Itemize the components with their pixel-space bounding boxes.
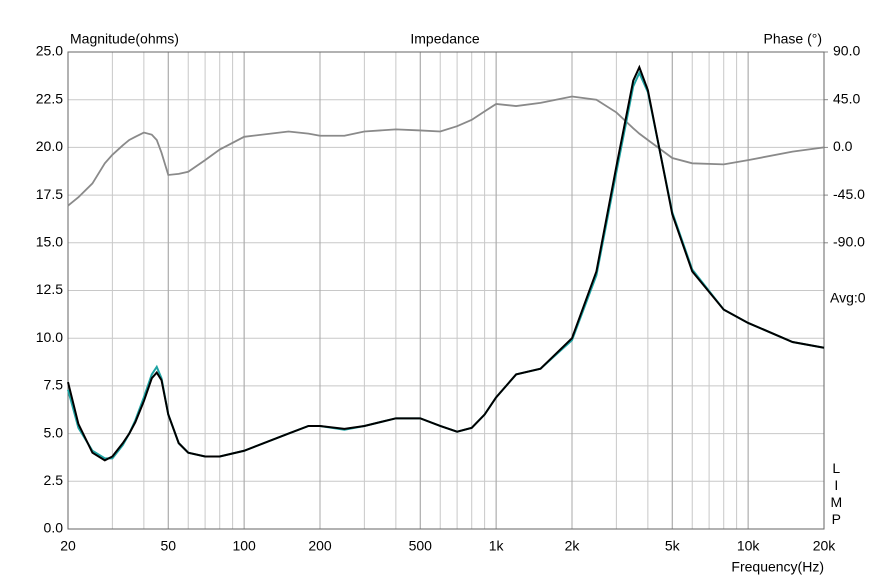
series-line [67, 95, 825, 207]
series-line [67, 70, 825, 460]
y-tick-label: 15.0 [36, 234, 63, 250]
annotation: Avg:0 [830, 290, 866, 306]
y-tick-label: 17.5 [36, 186, 63, 202]
x-tick-label: 20k [813, 538, 837, 554]
y-tick-label: 0.0 [44, 520, 64, 536]
y-tick-label: 22.5 [36, 90, 63, 106]
x-tick-label: 1k [489, 538, 505, 554]
y-tick-label: 20.0 [36, 138, 63, 154]
y-tick-label: 10.0 [36, 329, 63, 345]
y2-axis-label: Phase (°) [763, 31, 822, 47]
x-tick-label: 100 [232, 538, 256, 554]
x-axis-label: Frequency(Hz) [731, 559, 824, 575]
y2-tick-label: 90.0 [833, 43, 860, 59]
y-tick-label: 2.5 [44, 472, 64, 488]
y-tick-label: 7.5 [44, 377, 64, 393]
y-tick-label: 25.0 [36, 43, 63, 59]
y2-tick-label: 45.0 [833, 90, 860, 106]
side-label: LIMP [828, 460, 844, 528]
x-tick-label: 10k [737, 538, 761, 554]
plot-frame [67, 51, 825, 530]
y2-tick-label: 0.0 [833, 138, 853, 154]
x-tick-label: 5k [665, 538, 681, 554]
y2-tick-label: -90.0 [833, 234, 865, 250]
y-tick-label: 5.0 [44, 424, 64, 440]
x-tick-label: 500 [409, 538, 433, 554]
x-tick-label: 20 [60, 538, 76, 554]
y-axis-label: Magnitude(ohms) [70, 31, 179, 47]
series-line [67, 64, 825, 462]
y2-tick-label: -45.0 [833, 186, 865, 202]
x-tick-label: 200 [308, 538, 332, 554]
x-tick-label: 50 [160, 538, 176, 554]
chart-title: Impedance [410, 31, 479, 47]
x-tick-label: 2k [565, 538, 581, 554]
y-tick-label: 12.5 [36, 281, 63, 297]
